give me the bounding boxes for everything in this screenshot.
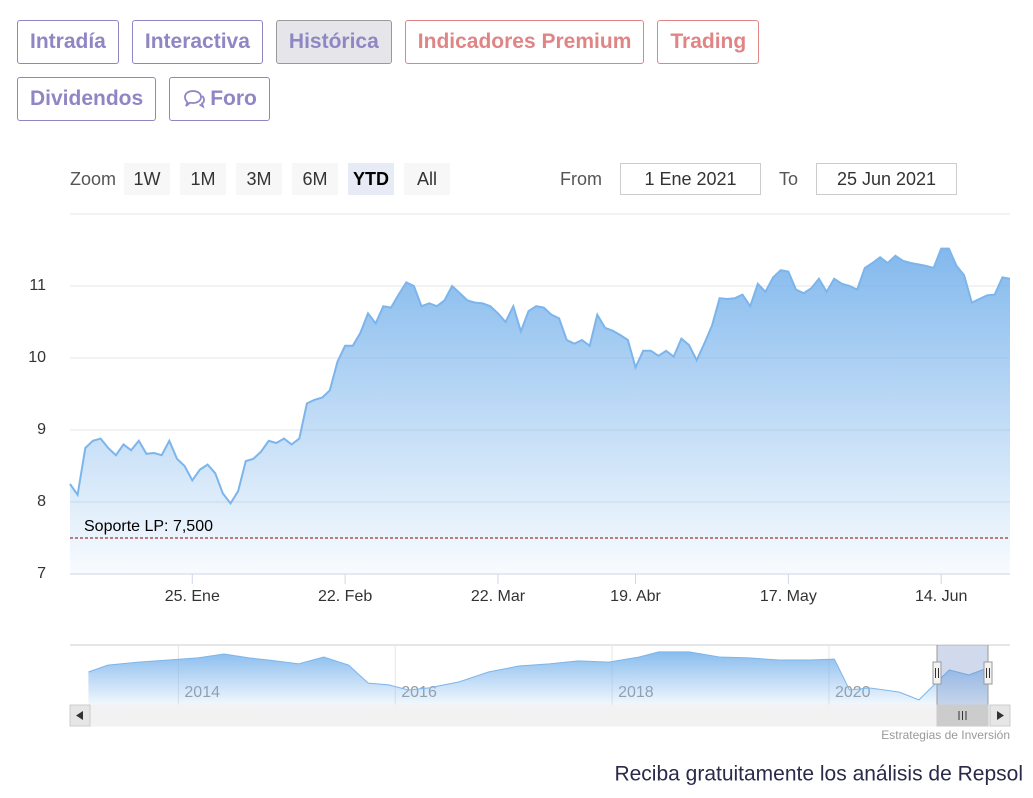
tab-label: Foro (210, 87, 257, 110)
scrollbar-left[interactable] (69, 704, 91, 727)
x-tick-label: 22. Feb (318, 588, 372, 605)
x-tick-label: 22. Mar (471, 588, 526, 605)
from-label: From (560, 168, 602, 189)
zoom-bar: Zoom 1W 1M 3M 6M YTD All (70, 163, 451, 195)
arrow-right (997, 711, 1004, 720)
x-tick-label: 19. Abr (610, 588, 661, 605)
footer-text: Reciba gratuitamente los análisis de Rep… (614, 763, 1023, 786)
navigator-handle[interactable] (932, 661, 942, 685)
navigator-line (88, 651, 988, 701)
to-input[interactable]: 25 Jun 2021 (816, 163, 958, 195)
tab-button[interactable]: Indicadores Premium (404, 20, 645, 64)
chat-icon (184, 90, 206, 109)
zoom-button[interactable]: 1M (180, 163, 227, 195)
y-tick-label: 7 (37, 565, 46, 582)
x-tick-label: 2016 (401, 684, 437, 701)
x-tick-label: 17. May (760, 588, 817, 605)
x-tick-label: 25. Ene (165, 588, 220, 605)
credits: Estrategias de Inversión (881, 728, 1010, 742)
scrollbar-track (69, 704, 1011, 727)
tab-label: Indicadores Premium (417, 30, 632, 53)
scrollbar-right[interactable] (989, 704, 1011, 727)
navigator-area (88, 651, 988, 705)
x-tick-label: 14. Jun (915, 588, 967, 605)
range-selector: From 1 Ene 2021 To 25 Jun 2021 (560, 163, 975, 195)
tab-button[interactable]: Histórica (275, 20, 392, 64)
arrow-left (76, 711, 83, 720)
tab-button[interactable]: Dividendos (17, 77, 157, 121)
navigator-mask (937, 645, 988, 705)
zoom-button[interactable]: All (404, 163, 451, 195)
tab-label: Histórica (288, 30, 379, 53)
x-tick-label: 2020 (835, 684, 871, 701)
tab-button[interactable]: Intradía (17, 20, 119, 64)
zoom-button[interactable]: 3M (236, 163, 283, 195)
zoom-button[interactable]: YTD (348, 163, 395, 195)
x-tick-label: 2018 (618, 684, 654, 701)
zoom-label: Zoom (70, 168, 117, 189)
tab-label: Trading (670, 30, 747, 53)
tab-label: Dividendos (30, 87, 144, 110)
y-tick-label: 8 (37, 493, 46, 510)
y-tick-label: 10 (28, 349, 46, 366)
to-label: To (779, 168, 799, 189)
tab-button[interactable]: Interactiva (131, 20, 263, 64)
scrollbar-thumb[interactable] (936, 704, 989, 727)
navigator-handle[interactable] (983, 661, 993, 685)
x-tick-label: 2014 (184, 684, 220, 701)
zoom-button[interactable]: 6M (292, 163, 339, 195)
area-fill (70, 248, 1010, 574)
y-tick-label: 9 (37, 421, 46, 438)
y-tick-label: 11 (29, 277, 46, 294)
tab-label: Intradía (30, 30, 106, 53)
tab-button[interactable]: Foro (169, 77, 270, 121)
zoom-button[interactable]: 1W (124, 163, 171, 195)
tab-label: Interactiva (144, 30, 250, 53)
tab-bar: Intradía Interactiva Histórica Indicadores … (17, 20, 887, 121)
price-line (69, 247, 1011, 506)
tab-button[interactable]: Trading (657, 20, 760, 64)
support-label: Soporte LP: 7,500 (84, 518, 213, 535)
from-input[interactable]: 1 Ene 2021 (620, 163, 761, 195)
